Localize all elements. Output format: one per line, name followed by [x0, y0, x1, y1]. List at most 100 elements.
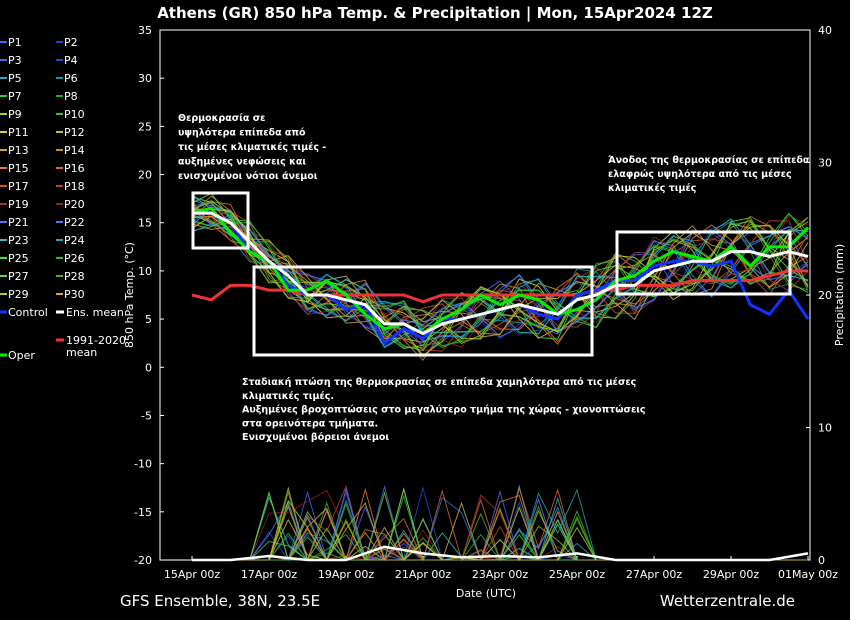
legend-item: P1 — [8, 36, 22, 49]
annotation-line: στα ορεινότερα τμήματα. — [242, 418, 378, 429]
y-tick-label: -10 — [134, 458, 152, 471]
legend-item: P28 — [64, 270, 85, 283]
legend-item: P21 — [8, 216, 29, 229]
x-axis-label: Date (UTC) — [456, 587, 516, 600]
y-tick-label: 25 — [138, 120, 152, 133]
legend-item: 1991-2020 — [66, 334, 126, 347]
x-tick-label: 21Apr 00z — [395, 568, 452, 581]
legend-item: P10 — [64, 108, 85, 121]
precip-p4 — [192, 486, 808, 561]
precipitation-series — [192, 484, 809, 562]
precip-ens-mean — [192, 545, 809, 562]
annotation-line: Άνοδος της θερμοκρασίας σε επίπεδα — [608, 155, 810, 166]
precip-p5 — [192, 484, 808, 561]
annotation-line: Αυξημένες βροχοπτώσεις στο μεγαλύτερο τμ… — [242, 405, 646, 416]
series-ens-mean — [192, 211, 809, 336]
y-axis-right: 40 30 20 10 0 — [806, 24, 832, 567]
footer-source: GFS Ensemble, 38N, 23.5E — [120, 592, 320, 610]
y-tick-label: 0 — [145, 361, 152, 374]
legend-item: P13 — [8, 144, 29, 157]
legend-item: P27 — [8, 270, 29, 283]
series-climate-mean — [191, 269, 808, 304]
annotation-line: Ενισχυμένοι βόρειοι άνεμοι — [242, 432, 389, 443]
legend-item: P17 — [8, 180, 29, 193]
legend-item: P29 — [8, 288, 29, 301]
series-p22 — [191, 206, 809, 342]
y-tick-label: 20 — [138, 169, 152, 182]
y-axis-label: 850 hPa Temp. (°C) — [123, 242, 136, 348]
legend-item: P22 — [64, 216, 85, 229]
y2-tick-label: 0 — [818, 554, 825, 567]
legend-item: P2 — [64, 36, 78, 49]
precip-p30 — [192, 486, 808, 561]
precip-p15 — [192, 487, 808, 562]
series-p15 — [191, 202, 809, 343]
x-tick-label: 23Apr 00z — [472, 568, 529, 581]
legend-item: P14 — [64, 144, 85, 157]
x-tick-label: 29Apr 00z — [703, 568, 760, 581]
annotation-line: Σταδιακή πτώση της θερμοκρασίας σε επίπε… — [242, 377, 636, 388]
precip-p16 — [192, 486, 808, 562]
annotation-box-cold — [252, 265, 594, 357]
x-tick-label: 15Apr 00z — [164, 568, 221, 581]
precip-p3 — [192, 484, 808, 562]
precip-p24 — [192, 488, 808, 561]
legend-item: P18 — [64, 180, 85, 193]
annotation-cold: Σταδιακή πτώση της θερμοκρασίας σε επίπε… — [242, 377, 646, 443]
legend: P1 P2 P3 P4 P5 P6 P7 P8 P9 P10 P11 P12 P13 P14 P15 P16 P… — [0, 36, 126, 362]
precip-p21 — [192, 487, 808, 561]
y-tick-label: 15 — [138, 217, 152, 230]
footer-site: Wetterzentrale.de — [660, 592, 795, 610]
highlight-series — [191, 206, 810, 346]
x-axis: 15Apr 00z 17Apr 00z 19Apr 00z 21Apr 00z 23Ap… — [164, 556, 838, 581]
annotation-line: υψηλότερα επίπεδα από — [178, 128, 306, 139]
series-p10 — [191, 208, 809, 358]
annotation-line: ενισχυμένοι νότιοι άνεμοι — [178, 171, 318, 182]
legend-item: Control — [8, 306, 48, 319]
legend-item: P11 — [8, 126, 29, 139]
series-p30 — [191, 216, 809, 338]
legend-item: P4 — [64, 54, 78, 67]
legend-item: P12 — [64, 126, 85, 139]
legend-item: Ens. mean — [66, 306, 124, 319]
y-tick-label: 5 — [145, 313, 152, 326]
legend-item: P6 — [64, 72, 78, 85]
x-tick-label: 25Apr 00z — [549, 568, 606, 581]
x-tick-label: 27Apr 00z — [626, 568, 683, 581]
x-tick-label: 19Apr 00z — [318, 568, 375, 581]
legend-item: Oper — [8, 349, 35, 362]
y2-axis-label: Precipitation (mm) — [833, 244, 846, 346]
annotation-rise: Άνοδος της θερμοκρασίας σε επίπεδα ελαφρώ… — [608, 155, 810, 194]
precip-p6 — [192, 484, 808, 561]
chart-title: Athens (GR) 850 hPa Temp. & Precipitatio… — [157, 4, 713, 23]
y-tick-label: -15 — [134, 506, 152, 519]
legend-item: P3 — [8, 54, 22, 67]
series-p28 — [191, 214, 809, 343]
legend-item: P20 — [64, 198, 85, 211]
legend-item: P23 — [8, 234, 29, 247]
legend-item: P15 — [8, 162, 29, 175]
legend-item: P26 — [64, 252, 85, 265]
y2-tick-label: 30 — [818, 157, 832, 170]
annotation-line: Θερμοκρασία σε — [178, 113, 265, 124]
annotation-box-rise — [615, 230, 792, 296]
legend-item: P9 — [8, 108, 22, 121]
annotation-line: ελαφρώς υψηλότερα από τις μέσες — [608, 169, 792, 180]
legend-item: P5 — [8, 72, 22, 85]
annotation-box-warm — [191, 191, 250, 250]
y2-tick-label: 20 — [818, 289, 832, 302]
legend-item: P8 — [64, 90, 78, 103]
x-tick-label: 01May 00z — [778, 568, 838, 581]
annotation-line: κλιματικές τιμές. — [242, 391, 334, 402]
legend-item: P19 — [8, 198, 29, 211]
y-tick-label: 35 — [138, 24, 152, 37]
annotation-warm: Θερμοκρασία σε υψηλότερα επίπεδα από τις μ… — [178, 113, 326, 182]
series-oper — [191, 206, 810, 336]
legend-item: P24 — [64, 234, 85, 247]
y-tick-label: 30 — [138, 72, 152, 85]
y-tick-label: -5 — [141, 409, 152, 422]
legend-item: P7 — [8, 90, 22, 103]
annotation-line: αυξημένες νεφώσεις και — [178, 157, 306, 168]
legend-item: mean — [66, 346, 97, 359]
